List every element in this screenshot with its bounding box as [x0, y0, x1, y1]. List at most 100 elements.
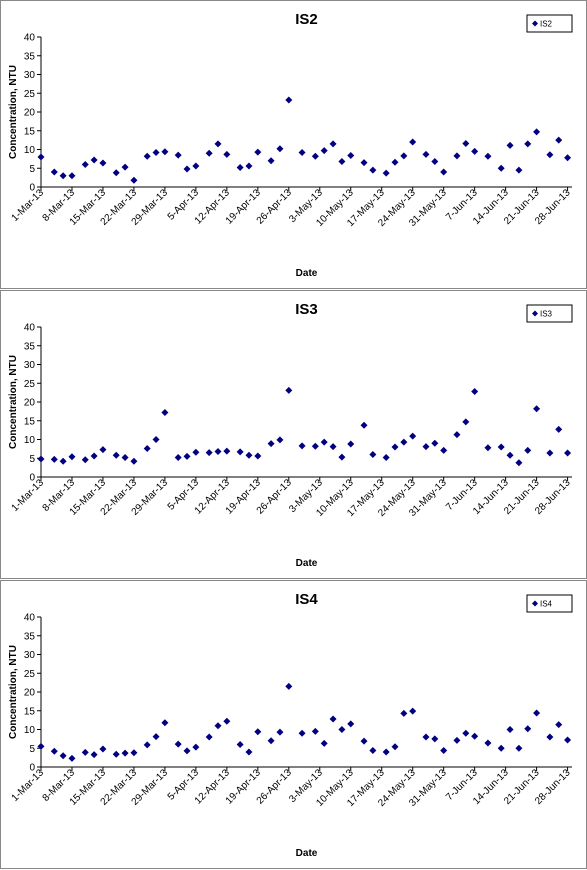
data-point — [90, 452, 98, 460]
data-point — [369, 451, 377, 458]
data-point — [59, 172, 67, 180]
y-tick-label: 10 — [24, 145, 36, 156]
data-point — [400, 438, 408, 446]
data-point — [161, 409, 169, 416]
data-point — [298, 149, 306, 156]
y-tick-label: 0 — [29, 183, 35, 194]
data-point — [484, 739, 492, 747]
data-point — [546, 151, 554, 159]
data-point — [524, 140, 532, 148]
data-point — [37, 742, 45, 750]
y-tick-label: 20 — [24, 688, 36, 699]
data-point — [555, 721, 563, 729]
data-point — [68, 754, 76, 762]
data-point — [183, 165, 191, 173]
data-point — [409, 138, 417, 146]
data-point — [564, 154, 572, 162]
data-point — [90, 156, 98, 164]
data-point — [311, 152, 319, 160]
y-tick-label: 5 — [29, 744, 35, 755]
chart-title: IS4 — [295, 591, 318, 608]
data-point — [50, 168, 58, 176]
panel-border — [0, 0, 587, 289]
y-tick-label: 40 — [24, 323, 36, 334]
data-point — [524, 725, 532, 733]
y-tick-label: 40 — [24, 613, 36, 624]
data-point — [267, 157, 275, 165]
data-point — [99, 745, 107, 753]
data-point — [192, 162, 200, 170]
data-point — [555, 136, 563, 144]
data-point — [360, 421, 368, 429]
data-point — [320, 739, 328, 747]
data-point — [112, 451, 120, 459]
data-point — [338, 158, 346, 165]
data-point — [564, 449, 572, 457]
data-point — [121, 749, 129, 757]
data-point — [515, 459, 523, 467]
data-point — [236, 741, 244, 748]
data-point — [497, 164, 505, 172]
legend-box — [526, 304, 573, 323]
y-tick-label: 5 — [29, 454, 35, 465]
data-point — [431, 158, 439, 165]
data-point — [453, 152, 461, 160]
data-point — [276, 145, 284, 153]
data-point — [298, 442, 306, 450]
data-point — [391, 158, 399, 166]
y-tick-label: 15 — [24, 416, 36, 427]
data-point — [174, 454, 182, 461]
data-point — [462, 729, 470, 737]
data-point — [329, 140, 337, 148]
data-point — [68, 172, 76, 180]
data-point — [462, 140, 470, 147]
data-point — [99, 159, 107, 167]
data-point — [68, 453, 76, 461]
data-point — [382, 454, 390, 461]
y-tick-label: 30 — [24, 70, 36, 81]
data-point — [254, 452, 262, 460]
data-point — [497, 744, 505, 752]
data-point — [409, 432, 417, 440]
data-point — [161, 148, 169, 156]
data-point — [440, 747, 448, 754]
data-point — [311, 442, 319, 450]
y-tick-label: 25 — [24, 89, 36, 100]
data-point — [214, 722, 222, 730]
data-point — [276, 436, 284, 444]
data-point — [382, 169, 390, 177]
legend-label: IS4 — [540, 600, 553, 609]
data-point — [400, 152, 408, 160]
data-point — [161, 719, 169, 727]
x-axis-title: Date — [296, 558, 318, 569]
y-tick-label: 35 — [24, 631, 36, 642]
y-tick-label: 20 — [24, 398, 36, 409]
data-point — [112, 169, 120, 177]
data-point — [471, 388, 479, 395]
data-point — [484, 444, 492, 452]
x-axis-title: Date — [296, 268, 318, 279]
data-point — [422, 443, 430, 451]
data-point — [347, 152, 355, 159]
data-point — [130, 457, 138, 465]
data-point — [497, 443, 505, 451]
data-point — [90, 751, 98, 759]
data-point — [254, 148, 262, 156]
data-point — [130, 749, 138, 757]
data-point — [236, 448, 244, 456]
data-point — [223, 717, 231, 725]
panel-border — [0, 290, 587, 579]
data-point — [130, 176, 138, 184]
data-point — [152, 733, 160, 741]
data-point — [205, 149, 213, 157]
data-point — [121, 163, 129, 171]
data-point — [515, 166, 523, 174]
data-point — [245, 748, 253, 756]
data-point — [267, 737, 275, 745]
data-point — [533, 709, 541, 717]
data-point — [99, 446, 107, 454]
data-point — [285, 96, 293, 104]
data-point — [533, 128, 541, 136]
data-point — [338, 726, 346, 733]
